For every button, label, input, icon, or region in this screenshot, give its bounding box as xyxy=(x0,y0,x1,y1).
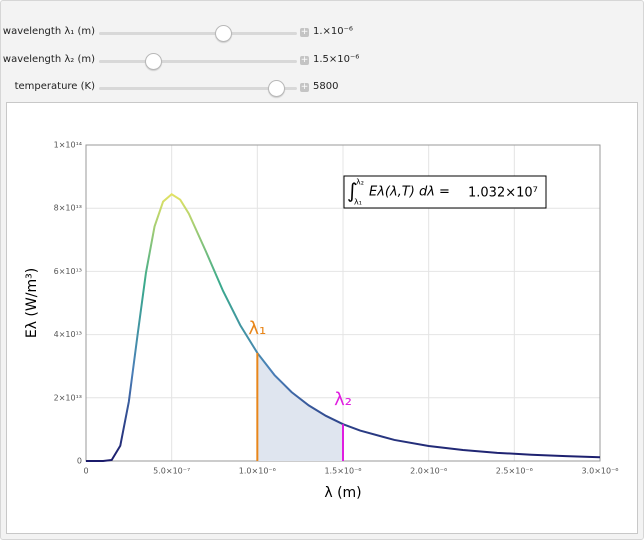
integral-lower: λ₁ xyxy=(354,198,362,207)
y-tick-label: 4×10¹³ xyxy=(54,330,82,339)
curve xyxy=(85,193,601,462)
expand-button[interactable]: + xyxy=(300,55,309,65)
control-value: 5800 xyxy=(313,81,339,92)
expand-button[interactable]: + xyxy=(300,27,309,37)
y-tick-label: 0 xyxy=(77,457,82,466)
chart-background xyxy=(6,102,638,534)
y-tick-label: 1×10¹⁴ xyxy=(54,141,82,150)
x-tick-label: 3.0×10⁻⁶ xyxy=(581,467,618,476)
slider-thumb[interactable] xyxy=(268,80,285,97)
x-tick-label: 1.5×10⁻⁶ xyxy=(324,467,361,476)
slider[interactable] xyxy=(99,87,297,90)
integral-expression: Eλ(λ,T) dλ = xyxy=(369,185,450,200)
control-label: wavelength λ₂ (m) xyxy=(2,54,95,65)
x-tick-label: 5.0×10⁻⁷ xyxy=(153,467,190,476)
x-tick-label: 1.0×10⁻⁶ xyxy=(239,467,276,476)
y-tick-label: 8×10¹³ xyxy=(54,204,82,213)
annotation-box xyxy=(343,175,547,209)
integral-symbol: ∫ xyxy=(347,179,357,203)
slider[interactable] xyxy=(99,60,297,63)
control-value: 1.×10⁻⁶ xyxy=(313,26,353,37)
wavelength-label: λ₁ xyxy=(248,318,266,339)
y-axis-label: Eλ (W/m³) xyxy=(24,268,40,338)
control-row: wavelength λ₁ (m) + 1.×10⁻⁶ xyxy=(1,23,401,43)
slider-thumb[interactable] xyxy=(215,25,232,42)
wavelength-label: λ₂ xyxy=(334,389,352,410)
control-label: wavelength λ₁ (m) xyxy=(2,26,95,37)
slider[interactable] xyxy=(99,32,297,35)
x-axis-label: λ (m) xyxy=(324,485,361,501)
control-value: 1.5×10⁻⁶ xyxy=(313,54,360,65)
x-tick-label: 2.5×10⁻⁶ xyxy=(496,467,533,476)
control-label: temperature (K) xyxy=(14,81,95,92)
control-row: wavelength λ₂ (m) + 1.5×10⁻⁶ xyxy=(1,51,401,71)
slider-thumb[interactable] xyxy=(145,53,162,70)
expand-button[interactable]: + xyxy=(300,82,309,92)
x-tick-label: 0 xyxy=(83,467,88,476)
integral-upper: λ₂ xyxy=(356,178,364,187)
chart: 0 2×10¹³ 4×10¹³ 6×10¹³ 8×10¹³ 1×10¹⁴ 0 5.0×10⁻⁷… xyxy=(6,102,638,534)
y-tick-label: 6×10¹³ xyxy=(54,267,82,276)
control-row: temperature (K) + 5800 xyxy=(1,78,401,98)
x-tick-label: 2.0×10⁻⁶ xyxy=(410,467,447,476)
y-tick-label: 2×10¹³ xyxy=(54,393,82,402)
integral-value: 1.032×10⁷ xyxy=(468,186,538,201)
